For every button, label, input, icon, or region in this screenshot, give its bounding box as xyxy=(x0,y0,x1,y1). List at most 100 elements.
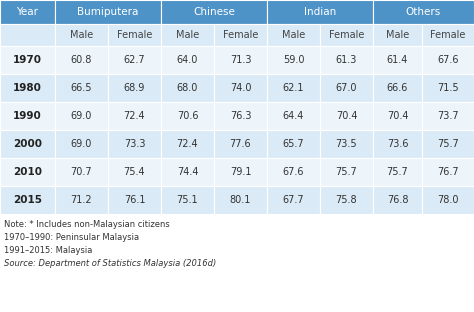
Text: 75.7: 75.7 xyxy=(437,139,459,149)
Text: Male: Male xyxy=(176,30,199,40)
Text: 64.4: 64.4 xyxy=(283,111,304,121)
Bar xyxy=(161,158,214,186)
Text: 1970–1990: Peninsular Malaysia: 1970–1990: Peninsular Malaysia xyxy=(4,233,139,242)
Text: 76.3: 76.3 xyxy=(230,111,251,121)
Text: 76.1: 76.1 xyxy=(124,195,145,205)
Text: 76.7: 76.7 xyxy=(437,167,459,177)
Text: 59.0: 59.0 xyxy=(283,55,304,65)
Bar xyxy=(214,102,267,130)
Bar xyxy=(267,0,373,24)
Bar xyxy=(214,24,267,46)
Text: 69.0: 69.0 xyxy=(71,139,92,149)
Bar xyxy=(373,0,474,24)
Bar xyxy=(161,0,267,24)
Text: 78.0: 78.0 xyxy=(437,195,459,205)
Text: Note: * Includes non-Malaysian citizens: Note: * Includes non-Malaysian citizens xyxy=(4,220,170,229)
Text: 72.4: 72.4 xyxy=(177,139,198,149)
Text: Male: Male xyxy=(386,30,409,40)
Bar xyxy=(108,74,161,102)
Text: 80.1: 80.1 xyxy=(230,195,251,205)
Text: 62.1: 62.1 xyxy=(283,83,304,93)
Bar xyxy=(0,24,55,46)
Text: 62.7: 62.7 xyxy=(124,55,146,65)
Text: 61.3: 61.3 xyxy=(336,55,357,65)
Text: 1970: 1970 xyxy=(13,55,42,65)
Bar xyxy=(373,186,422,214)
Bar xyxy=(422,186,474,214)
Bar xyxy=(214,158,267,186)
Bar xyxy=(55,130,108,158)
Text: Others: Others xyxy=(406,7,441,17)
Bar xyxy=(161,46,214,74)
Bar xyxy=(320,130,373,158)
Text: 64.0: 64.0 xyxy=(177,55,198,65)
Bar xyxy=(320,186,373,214)
Bar xyxy=(0,186,55,214)
Text: 77.6: 77.6 xyxy=(230,139,251,149)
Bar xyxy=(422,158,474,186)
Text: 75.7: 75.7 xyxy=(387,167,409,177)
Text: Year: Year xyxy=(17,7,38,17)
Bar xyxy=(55,158,108,186)
Text: 66.5: 66.5 xyxy=(71,83,92,93)
Text: 71.5: 71.5 xyxy=(437,83,459,93)
Bar xyxy=(214,186,267,214)
Text: 1991–2015: Malaysia: 1991–2015: Malaysia xyxy=(4,246,92,255)
Bar xyxy=(55,46,108,74)
Bar xyxy=(373,130,422,158)
Bar xyxy=(108,102,161,130)
Bar xyxy=(373,24,422,46)
Bar xyxy=(214,46,267,74)
Bar xyxy=(0,0,55,24)
Text: 1990: 1990 xyxy=(13,111,42,121)
Bar xyxy=(161,102,214,130)
Text: 1980: 1980 xyxy=(13,83,42,93)
Text: 65.7: 65.7 xyxy=(283,139,304,149)
Bar xyxy=(108,130,161,158)
Bar xyxy=(422,46,474,74)
Text: 67.0: 67.0 xyxy=(336,83,357,93)
Bar xyxy=(0,74,55,102)
Bar xyxy=(0,102,55,130)
Bar xyxy=(373,158,422,186)
Bar xyxy=(267,74,320,102)
Text: 72.4: 72.4 xyxy=(124,111,146,121)
Text: 76.8: 76.8 xyxy=(387,195,408,205)
Text: 75.7: 75.7 xyxy=(336,167,357,177)
Bar xyxy=(320,102,373,130)
Text: 67.7: 67.7 xyxy=(283,195,304,205)
Text: 70.4: 70.4 xyxy=(336,111,357,121)
Text: 74.0: 74.0 xyxy=(230,83,251,93)
Text: 2010: 2010 xyxy=(13,167,42,177)
Text: 73.6: 73.6 xyxy=(387,139,408,149)
Bar xyxy=(161,74,214,102)
Bar xyxy=(0,46,55,74)
Text: Source: Department of Statistics Malaysia (2016d): Source: Department of Statistics Malaysi… xyxy=(4,259,216,268)
Bar xyxy=(55,186,108,214)
Bar xyxy=(55,74,108,102)
Text: 70.6: 70.6 xyxy=(177,111,198,121)
Text: 75.1: 75.1 xyxy=(177,195,198,205)
Bar xyxy=(373,102,422,130)
Bar xyxy=(422,24,474,46)
Bar xyxy=(320,74,373,102)
Bar xyxy=(422,102,474,130)
Bar xyxy=(108,46,161,74)
Bar xyxy=(267,24,320,46)
Text: Female: Female xyxy=(117,30,152,40)
Text: 67.6: 67.6 xyxy=(283,167,304,177)
Bar xyxy=(422,130,474,158)
Text: Indian: Indian xyxy=(304,7,336,17)
Text: 74.4: 74.4 xyxy=(177,167,198,177)
Text: Male: Male xyxy=(70,30,93,40)
Bar xyxy=(55,0,161,24)
Bar xyxy=(161,24,214,46)
Bar xyxy=(214,74,267,102)
Text: Female: Female xyxy=(329,30,364,40)
Bar xyxy=(55,24,108,46)
Text: 71.3: 71.3 xyxy=(230,55,251,65)
Text: 75.4: 75.4 xyxy=(124,167,146,177)
Text: 68.0: 68.0 xyxy=(177,83,198,93)
Bar xyxy=(422,74,474,102)
Bar xyxy=(373,46,422,74)
